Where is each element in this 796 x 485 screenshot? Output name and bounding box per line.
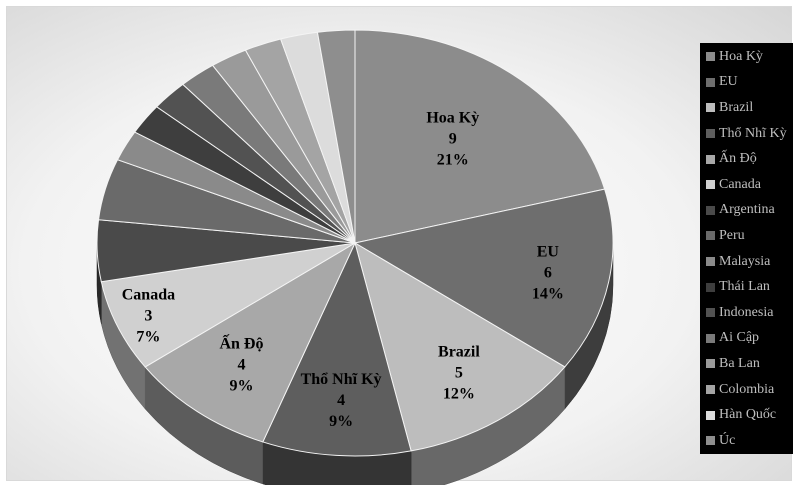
legend-item-argentina: Argentina — [700, 198, 793, 224]
legend-label: EU — [719, 74, 738, 90]
legend-item-peru: Peru — [700, 223, 793, 249]
pie-slice-tho-nhi-ky — [262, 241, 412, 457]
data-label-tho-nhi-ky: Thổ Nhĩ Kỳ 4 9% — [301, 371, 382, 430]
legend-item-hoa-ky: Hoa Kỳ — [700, 44, 793, 70]
legend-label: Ấn Độ — [719, 151, 757, 167]
legend-item-indonesia: Indonesia — [700, 300, 793, 326]
legend-swatch — [706, 385, 715, 395]
data-label-value: 4 — [237, 356, 245, 373]
legend-label: Thái Lan — [719, 279, 770, 295]
legend-swatch — [706, 333, 715, 343]
legend-label: Brazil — [719, 99, 754, 115]
data-label-value: 9 — [449, 130, 457, 147]
data-label-an-do: Ấn Độ 4 9% — [219, 333, 263, 394]
data-label-category: EU — [537, 243, 560, 260]
legend-item-brazil: Brazil — [700, 95, 793, 121]
data-label-value: 4 — [337, 392, 345, 409]
data-label-category: Canada — [122, 286, 175, 303]
legend-label: Ai Cập — [719, 330, 760, 346]
legend-swatch — [706, 103, 715, 113]
data-label-category: Hoa Kỳ — [426, 109, 479, 126]
data-label-value: 6 — [544, 264, 552, 281]
legend-item-colombia: Colombia — [700, 377, 793, 403]
legend-swatch — [706, 129, 715, 139]
legend-item-tho-nhi-ky: Thổ Nhĩ Kỳ — [700, 121, 793, 147]
legend-swatch — [706, 282, 715, 292]
legend-label: Indonesia — [719, 304, 774, 320]
data-label-brazil: Brazil 5 12% — [438, 344, 480, 403]
pie-slice-hoa-ky — [354, 29, 606, 244]
legend-swatch — [706, 410, 715, 420]
data-label-canada: Canada 3 7% — [122, 286, 175, 345]
legend-item-ai-cap: Ai Cập — [700, 326, 793, 352]
legend-label: Colombia — [719, 381, 775, 397]
data-label-category: Thổ Nhĩ Kỳ — [301, 371, 382, 388]
data-label-category: Brazil — [438, 344, 480, 361]
legend-item-han-quoc: Hàn Quốc — [700, 402, 793, 428]
legend-swatch — [706, 52, 715, 62]
legend-swatch — [706, 154, 715, 164]
legend-label: Hoa Kỳ — [719, 48, 763, 64]
legend-swatch — [706, 359, 715, 369]
legend-label: Hàn Quốc — [719, 407, 777, 423]
legend-label: Peru — [719, 227, 745, 243]
legend-swatch — [706, 180, 715, 190]
legend-item-an-do: Ấn Độ — [700, 146, 793, 172]
data-label-eu: EU 6 14% — [532, 243, 564, 302]
data-label-hoa-ky: Hoa Kỳ 9 21% — [426, 109, 479, 168]
legend-label: Canada — [719, 176, 761, 192]
pie-slice-an-do — [144, 241, 357, 443]
legend-swatch — [706, 436, 715, 446]
data-label-percent: 9% — [329, 413, 353, 430]
legend-label: Úc — [719, 432, 736, 448]
legend-swatch — [706, 308, 715, 318]
data-label-percent: 14% — [532, 285, 564, 302]
legend-label: Malaysia — [719, 253, 771, 269]
legend: Hoa Kỳ EU Brazil Thổ Nhĩ Kỳ Ấn Độ Canada Argen… — [700, 43, 793, 454]
pie-slice-uc — [316, 29, 356, 244]
legend-item-uc: Úc — [700, 428, 793, 454]
pie-slice-eu — [353, 188, 614, 368]
data-label-value: 5 — [455, 365, 463, 382]
legend-swatch — [706, 77, 715, 87]
legend-item-ba-lan: Ba Lan — [700, 351, 793, 377]
data-label-percent: 9% — [229, 377, 253, 394]
legend-label: Thổ Nhĩ Kỳ — [719, 125, 787, 141]
legend-item-malaysia: Malaysia — [700, 249, 793, 275]
legend-swatch — [706, 205, 715, 215]
legend-swatch — [706, 257, 715, 267]
pie-top — [96, 29, 614, 457]
pie-slice-brazil — [354, 241, 566, 452]
legend-item-thai-lan: Thái Lan — [700, 274, 793, 300]
data-label-percent: 12% — [443, 386, 475, 403]
legend-label: Ba Lan — [719, 355, 760, 371]
data-label-category: Ấn Độ — [219, 333, 263, 352]
legend-item-eu: EU — [700, 70, 793, 96]
data-label-percent: 7% — [136, 328, 160, 345]
legend-item-canada: Canada — [700, 172, 793, 198]
legend-swatch — [706, 231, 715, 241]
legend-label: Argentina — [719, 202, 775, 218]
pie-slice-canada — [100, 242, 356, 368]
data-label-value: 3 — [144, 307, 152, 324]
data-label-percent: 21% — [437, 151, 469, 168]
